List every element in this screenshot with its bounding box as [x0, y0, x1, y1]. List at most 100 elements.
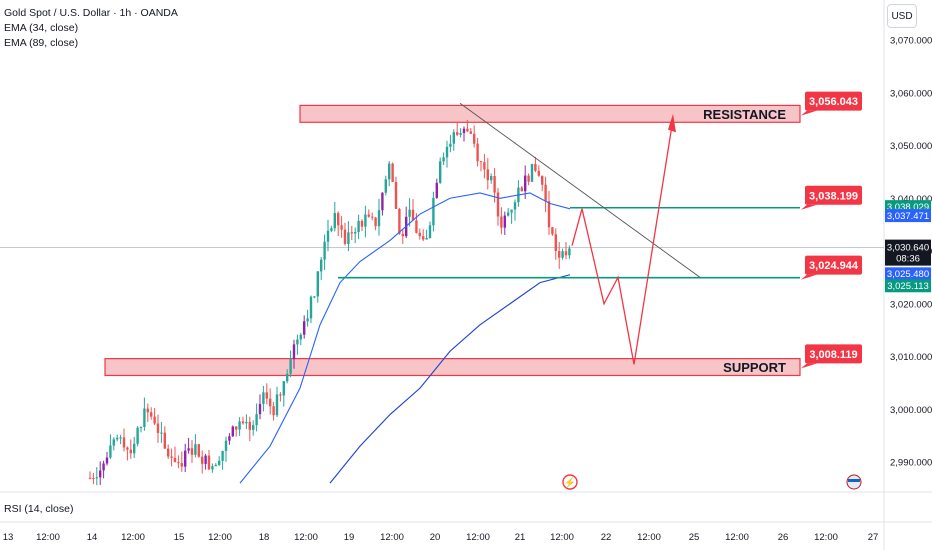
candle-body: [306, 318, 309, 322]
candle-body: [350, 232, 353, 234]
candle-body: [95, 477, 98, 479]
zone-label: SUPPORT: [723, 360, 786, 375]
ema-89-label[interactable]: EMA (89, close): [4, 37, 79, 49]
candle-body: [197, 444, 200, 457]
candle-body: [367, 214, 370, 217]
candle-body: [323, 241, 326, 260]
callout-box: [805, 91, 862, 111]
candle-body: [214, 464, 217, 467]
candle-body: [445, 146, 449, 158]
candle-body: [418, 232, 421, 237]
candle-body: [119, 437, 122, 439]
callout-box: [805, 255, 862, 275]
candle-body: [357, 220, 360, 233]
countdown-label: 08:36: [896, 254, 920, 265]
zones: RESISTANCE SUPPORT: [104, 104, 801, 377]
candle-body: [456, 132, 459, 135]
callout-box: [805, 344, 862, 364]
currency-button[interactable]: USD: [887, 4, 917, 28]
x-tick-label: 25: [689, 532, 700, 543]
candle-body: [136, 427, 139, 444]
candle-body: [262, 392, 265, 404]
x-tick-label: 27: [868, 532, 879, 543]
candle-body: [167, 448, 170, 457]
candle-body: [561, 251, 564, 258]
candle-body: [558, 251, 561, 258]
candle-body: [384, 179, 387, 193]
candle-body: [537, 170, 540, 176]
candle-body: [408, 209, 411, 217]
price-tag: [885, 279, 931, 293]
candle-body: [551, 227, 554, 235]
candle-body: [126, 447, 129, 450]
candle-body: [326, 230, 330, 242]
candle-body: [153, 416, 156, 424]
candle-body: [272, 406, 275, 416]
candle-body: [187, 448, 190, 451]
candle-body: [411, 209, 415, 221]
candle-body: [340, 225, 343, 230]
candle-body: [415, 220, 418, 233]
symbol-title[interactable]: Gold Spot / U.S. Dollar · 1h · OANDA: [4, 7, 178, 19]
candle-body: [422, 236, 425, 240]
x-tick-label: 21: [515, 532, 526, 543]
candle-body: [462, 128, 466, 134]
callout-label: 3,056.043: [809, 96, 858, 108]
candle-body: [112, 439, 115, 446]
candle-body: [401, 233, 404, 237]
candle-body: [235, 426, 238, 430]
candle-body: [92, 477, 95, 479]
candle-body: [88, 477, 92, 479]
candle-body: [510, 209, 513, 213]
candle-body: [354, 232, 357, 234]
candle-body: [503, 215, 506, 228]
y-tick-label: 3,050.000: [890, 141, 932, 152]
candle-body: [221, 450, 224, 461]
candle-body: [428, 225, 432, 238]
candle-body: [252, 425, 255, 430]
callout-label: 3,038.199: [809, 190, 858, 202]
x-tick-label: 12:00: [36, 532, 60, 543]
candle-body: [231, 426, 234, 437]
candle-body: [201, 456, 204, 464]
candle-body: [568, 248, 571, 256]
candle-body: [160, 432, 163, 434]
candle-body: [527, 175, 530, 182]
x-tick-label: 12:00: [550, 532, 574, 543]
candle-body: [269, 398, 272, 407]
callout-pointer: [801, 110, 817, 116]
ema-34-label[interactable]: EMA (34, close): [4, 22, 79, 34]
last-price-tag: [885, 239, 931, 266]
y-tick-label: 2,990.000: [890, 458, 932, 469]
candle-body: [170, 456, 173, 458]
candle-body: [442, 157, 445, 162]
rsi-label[interactable]: RSI (14, close): [4, 503, 74, 515]
x-tick-label: 12:00: [380, 532, 404, 543]
candle-body: [299, 334, 302, 340]
candle-body: [177, 462, 180, 464]
candle-body: [449, 143, 452, 147]
price-tag-label: 3,025.113: [887, 281, 929, 292]
candle-body: [245, 421, 248, 424]
candle-body: [500, 216, 503, 228]
candle-body: [255, 414, 258, 426]
lightning-icon: [562, 474, 578, 490]
candle-body: [109, 445, 112, 458]
candle-body: [374, 217, 377, 227]
candle-body: [564, 251, 568, 256]
candle-body: [146, 408, 149, 413]
candle-body: [507, 212, 510, 216]
candle-body: [224, 440, 228, 451]
candle-body: [228, 436, 231, 441]
candle-body: [116, 437, 119, 440]
candle-body: [163, 432, 166, 449]
candle-body: [102, 463, 105, 471]
candle-body: [258, 403, 262, 415]
candle-body: [282, 381, 285, 396]
x-tick-label: 12:00: [814, 532, 838, 543]
x-tick-label: 14: [87, 532, 98, 543]
candle-body: [289, 359, 292, 374]
price-tag-label: 3,037.471: [887, 211, 929, 222]
